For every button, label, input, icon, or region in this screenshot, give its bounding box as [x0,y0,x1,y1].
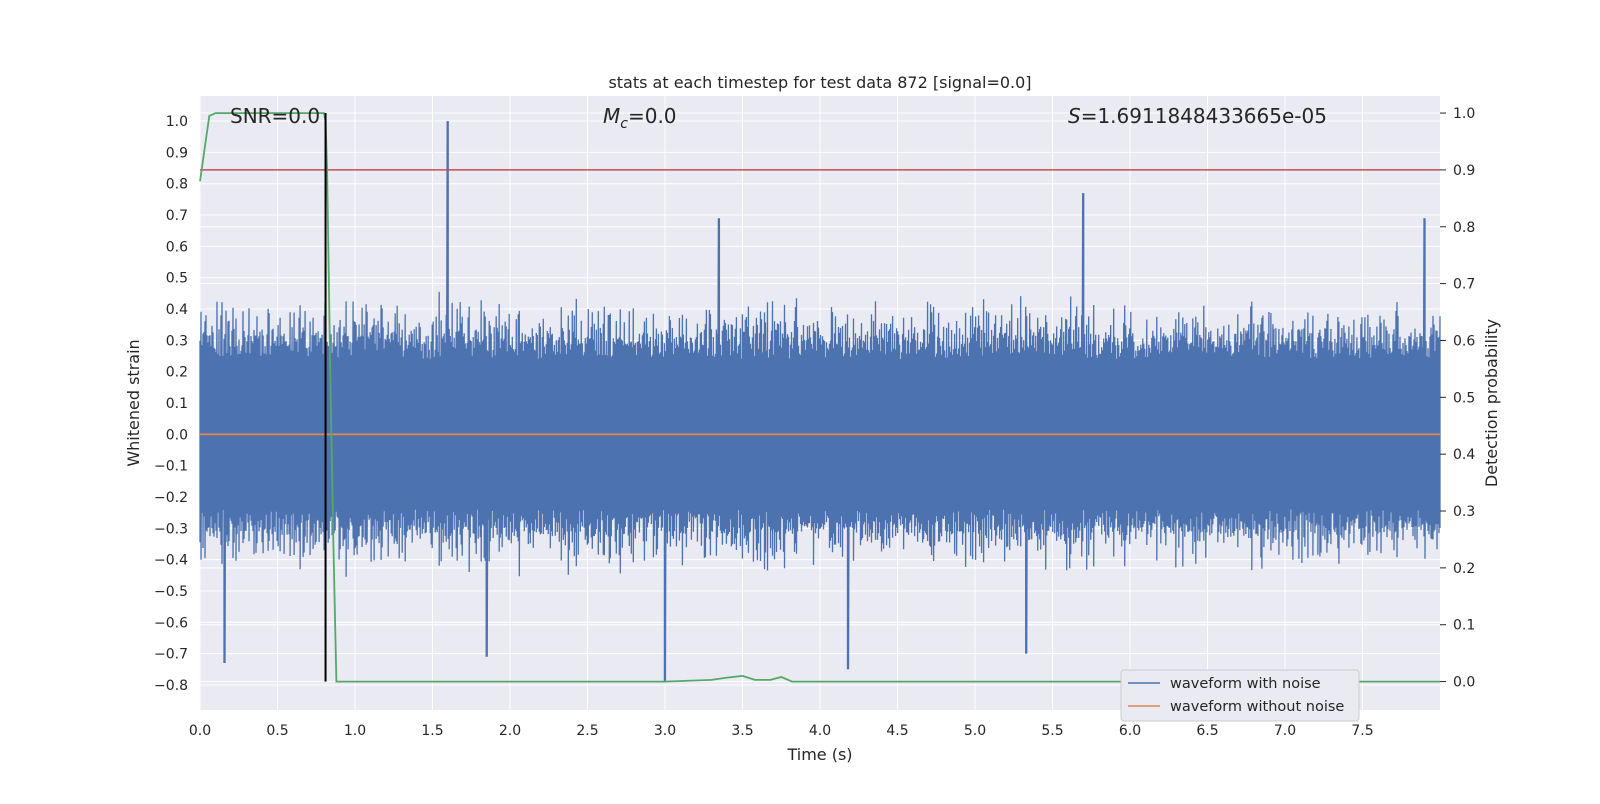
x-tick-label: 6.0 [1119,723,1141,739]
x-tick-label: 7.5 [1351,723,1373,739]
chirp-mass-symbol: M [603,104,620,128]
y-left-tick-label: −0.3 [154,521,188,537]
y-right-tick-label: 0.8 [1453,220,1475,236]
y-right-axis-label: Detection probability [1482,319,1501,487]
chart-title: stats at each timestep for test data 872… [608,73,1031,92]
s-symbol: S [1068,104,1081,128]
y-left-tick-label: −0.7 [154,647,188,663]
chirp-mass-value: =0.0 [628,104,677,128]
x-tick-label: 6.5 [1196,723,1218,739]
series-waveform-with-noise [199,121,1441,682]
y-left-axis-label: Whitened strain [124,339,143,466]
y-left-tick-label: 0.3 [166,333,188,349]
x-axis-label: Time (s) [786,745,852,764]
legend-box [1120,669,1360,722]
y-right-tick-label: 0.2 [1453,561,1475,577]
legend-label-noise: waveform with noise [1170,676,1321,692]
x-tick-label: 3.0 [654,723,676,739]
y-left-tick-label: −0.8 [154,678,188,694]
y-right-tick-label: 1.0 [1453,106,1475,122]
y-left-tick-label: 0.2 [166,365,188,381]
x-tick-label: 0.0 [189,723,211,739]
y-left-tick-label: 0.0 [166,427,188,443]
legend-label-clean: waveform without noise [1170,699,1344,715]
y-right-tick-label: 0.5 [1453,390,1475,406]
x-tick-label: 3.5 [731,723,753,739]
y-right-tick-label: 0.1 [1453,618,1475,634]
x-tick-label: 4.5 [886,723,908,739]
y-left-tick-label: −0.5 [154,584,188,600]
waveform-with-noise-line [199,121,1441,682]
y-right-tick-labels: 1.0 0.9 0.8 0.7 0.6 0.5 0.4 0.3 0.2 0.1 0.0 [1440,106,1475,691]
y-right-tick-label: 0.9 [1453,163,1475,179]
y-left-tick-label: −0.1 [154,459,188,475]
y-left-tick-label: 0.9 [166,145,188,161]
y-right-tick-label: 0.3 [1453,504,1475,520]
y-left-tick-label: 0.8 [166,177,188,193]
series-lines [199,112,1440,683]
y-left-tick-label: 0.5 [166,271,188,287]
chirp-mass-subscript: c [620,116,628,132]
s-value: =1.6911848433665e-05 [1081,104,1327,128]
legend: waveform with noise waveform without noi… [1120,669,1360,722]
x-tick-label: 5.5 [1041,723,1063,739]
y-left-tick-label: −0.6 [154,615,188,631]
x-tick-label: 1.5 [421,723,443,739]
y-right-tick-label: 0.4 [1453,447,1475,463]
y-left-tick-label: 1.0 [166,114,188,130]
x-tick-labels: 0.0 0.5 1.0 1.5 2.0 2.5 3.0 3.5 4.0 4.5 5.0 5.5 6.0 6… [189,723,1374,739]
x-tick-label: 0.5 [266,723,288,739]
x-tick-label: 4.0 [809,723,831,739]
y-left-tick-label: 0.1 [166,396,188,412]
x-tick-label: 2.0 [499,723,521,739]
y-right-tick-label: 0.7 [1453,277,1475,293]
chirp-mass-annotation: Mc=0.0 [603,104,677,132]
x-tick-label: 7.0 [1274,723,1296,739]
y-left-tick-labels: 1.0 0.9 0.8 0.7 0.6 0.5 0.4 0.3 0.2 0.1 0.0 −0.1 −0.… [154,114,188,694]
y-left-tick-label: 0.6 [166,239,188,255]
s-annotation: S=1.6911848433665e-05 [1068,104,1327,128]
y-left-tick-label: 0.7 [166,208,188,224]
y-left-tick-label: −0.4 [154,553,188,569]
x-tick-label: 5.0 [964,723,986,739]
y-left-tick-label: −0.2 [154,490,188,506]
detection-probability-line [199,112,1440,683]
x-tick-label: 2.5 [576,723,598,739]
snr-annotation: SNR=0.0 [230,104,320,128]
x-tick-label: 1.0 [344,723,366,739]
y-right-tick-label: 0.6 [1453,333,1475,349]
y-right-tick-label: 0.0 [1453,675,1475,691]
y-left-tick-label: 0.4 [166,302,188,318]
